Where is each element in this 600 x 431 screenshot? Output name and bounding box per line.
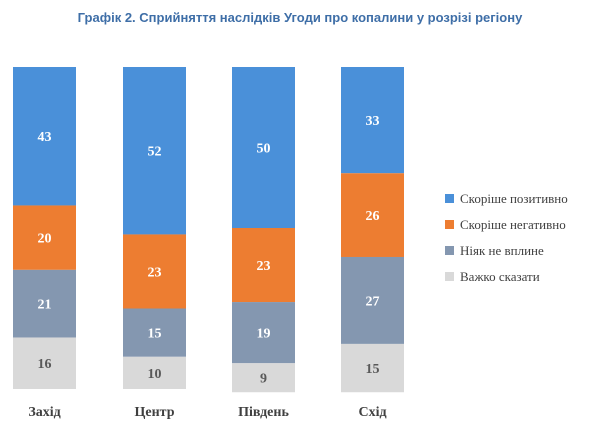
bar-segment — [232, 302, 295, 364]
bar-segment — [341, 343, 404, 393]
bar-segment — [13, 67, 76, 206]
data-label: 21 — [38, 298, 52, 313]
category-label: Центр — [134, 405, 174, 420]
data-label: 23 — [148, 265, 162, 280]
data-label: 15 — [148, 327, 162, 342]
bar-segment — [232, 67, 295, 228]
chart-title: Графік 2. Сприйняття наслідків Угоди про… — [77, 10, 523, 25]
bar-segment — [123, 356, 186, 389]
legend-label: Важко сказати — [460, 269, 540, 284]
bar-segment — [341, 173, 404, 257]
data-label: 16 — [38, 357, 52, 372]
legend-swatch — [445, 194, 454, 203]
data-label: 33 — [366, 114, 380, 129]
data-label: 27 — [366, 294, 380, 309]
bar-segment — [13, 205, 76, 270]
legend-swatch — [445, 220, 454, 229]
data-label: 52 — [148, 145, 162, 160]
bar-segment — [13, 337, 76, 389]
data-label: 19 — [257, 327, 271, 342]
data-label: 26 — [366, 209, 380, 224]
data-label: 43 — [38, 130, 52, 145]
legend-swatch — [445, 246, 454, 255]
data-label: 15 — [366, 362, 380, 377]
bar-segment — [123, 67, 186, 235]
legend: Скоріше позитивно Скоріше негативно Ніяк н… — [445, 191, 568, 284]
legend-label: Ніяк не вплине — [460, 243, 544, 258]
data-label: 9 — [260, 372, 267, 387]
category-label: Захід — [28, 405, 60, 420]
legend-label: Скоріше негативно — [460, 217, 566, 232]
data-label: 20 — [38, 232, 52, 247]
category-labels: Захід Центр Південь Схід — [28, 405, 386, 420]
bar-segment — [232, 363, 295, 393]
legend-swatch — [445, 272, 454, 281]
data-label: 50 — [257, 142, 271, 157]
category-label: Південь — [238, 405, 289, 420]
bar-segment — [123, 308, 186, 357]
bar-segment — [341, 67, 404, 174]
data-label: 23 — [257, 259, 271, 274]
data-label: 10 — [148, 367, 162, 382]
bar-segment — [123, 234, 186, 309]
category-label: Схід — [358, 405, 386, 420]
legend-label: Скоріше позитивно — [460, 191, 568, 206]
bar-segment — [13, 269, 76, 338]
bar-segment — [232, 228, 295, 303]
bars-group: 43 20 21 16 52 23 15 10 50 23 19 9 33 26 27 15 — [13, 67, 404, 393]
bar-segment — [341, 256, 404, 344]
